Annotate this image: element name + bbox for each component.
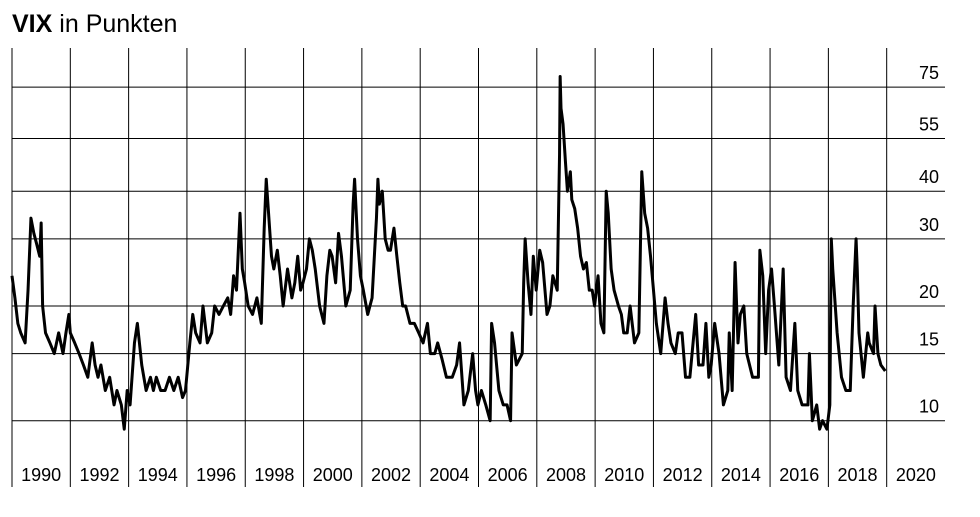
x-tick-label: 1992	[79, 465, 119, 485]
x-tick-label: 1996	[196, 465, 236, 485]
x-tick-label: 2012	[663, 465, 703, 485]
y-tick-label: 15	[919, 330, 939, 350]
x-tick-label: 2002	[371, 465, 411, 485]
x-tick-label: 2010	[604, 465, 644, 485]
title-bold: VIX	[12, 10, 53, 38]
x-tick-label: 2014	[721, 465, 761, 485]
x-tick-label: 2008	[546, 465, 586, 485]
x-tick-label: 2016	[779, 465, 819, 485]
x-tick-label: 2020	[896, 465, 936, 485]
x-tick-label: 1998	[254, 465, 294, 485]
vix-line	[10, 74, 887, 431]
x-tick-label: 2018	[838, 465, 878, 485]
y-tick-label: 75	[919, 63, 939, 83]
x-tick-label: 2000	[313, 465, 353, 485]
y-tick-label: 20	[919, 282, 939, 302]
title-rest: in Punkten	[59, 10, 177, 38]
x-tick-label: 2006	[488, 465, 528, 485]
chart-title: VIX in Punkten	[12, 10, 177, 38]
x-tick-label: 2004	[429, 465, 469, 485]
y-tick-label: 55	[919, 114, 939, 134]
y-tick-label: 40	[919, 167, 939, 187]
x-tick-label: 1994	[138, 465, 178, 485]
y-tick-label: 10	[919, 397, 939, 417]
y-tick-label: 30	[919, 215, 939, 235]
x-tick-label: 1990	[21, 465, 61, 485]
